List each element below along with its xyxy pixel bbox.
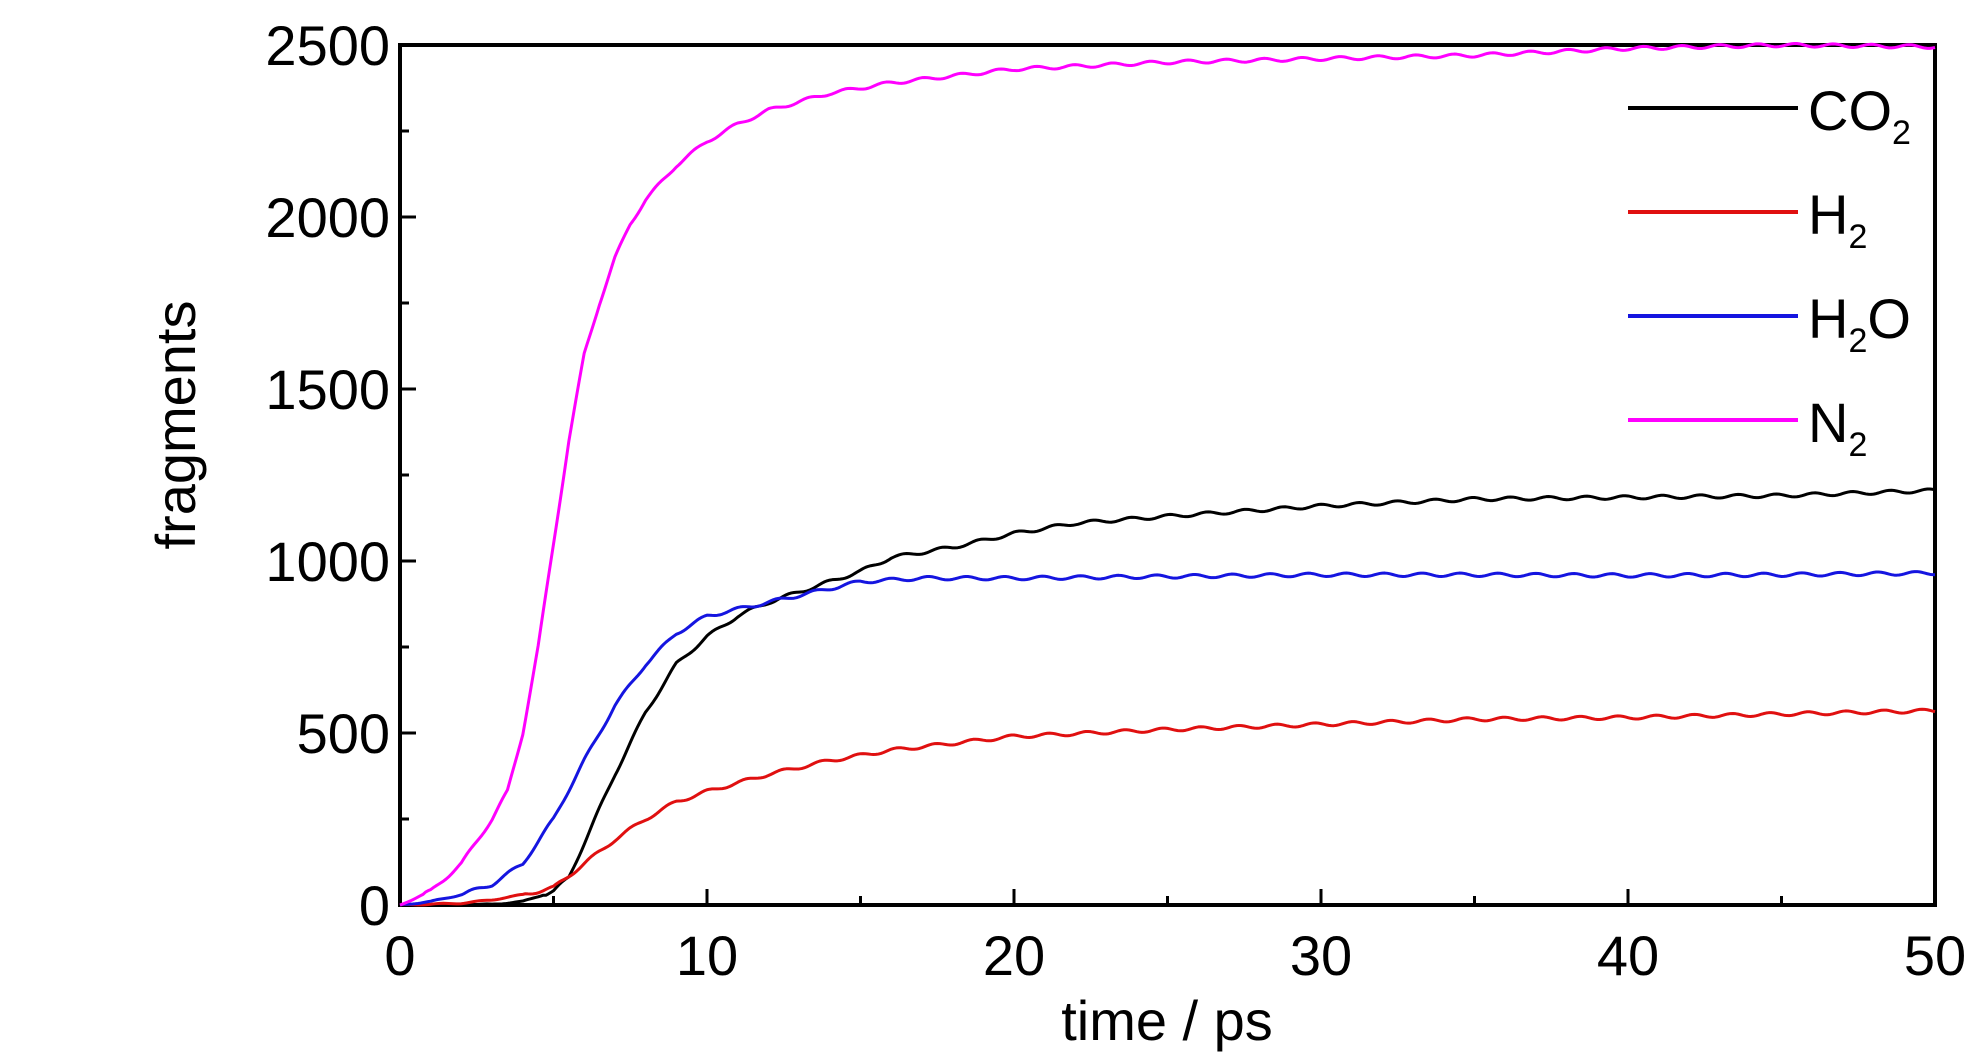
x-tick-label: 50 — [1904, 924, 1966, 987]
x-tick-label: 10 — [676, 924, 738, 987]
y-tick-label: 1500 — [265, 358, 390, 421]
legend-label-n2: N2 — [1808, 391, 1867, 464]
x-tick-label: 20 — [983, 924, 1045, 987]
x-axis-label: time / ps — [1061, 989, 1273, 1052]
y-tick-label: 500 — [297, 702, 390, 765]
y-tick-label: 2500 — [265, 14, 390, 77]
x-tick-label: 30 — [1290, 924, 1352, 987]
y-axis: 0 500 1000 1500 2000 2500 — [265, 14, 416, 937]
legend-label-h2: H2 — [1808, 183, 1867, 256]
legend-label-subscript: 2 — [1892, 114, 1911, 152]
series-layer — [399, 41, 1936, 907]
series-line-co2 — [399, 487, 1936, 907]
series-line-h2 — [399, 707, 1936, 907]
legend-label-main: H — [1808, 183, 1848, 246]
y-axis-label: fragments — [144, 301, 207, 550]
legend-label-subscript: 2 — [1848, 322, 1867, 360]
legend-label-h2o: H2O — [1808, 287, 1911, 360]
legend-label-co2: CO2 — [1808, 79, 1911, 152]
y-tick-label: 0 — [359, 874, 390, 937]
legend-label-tail: O — [1867, 287, 1911, 350]
legend-label-subscript: 2 — [1848, 426, 1867, 464]
series-line-n2 — [399, 41, 1936, 907]
plot-frame — [398, 43, 1937, 907]
x-tick-label: 40 — [1597, 924, 1659, 987]
x-axis: 0 10 20 30 40 50 — [384, 889, 1966, 987]
y-tick-label: 2000 — [265, 186, 390, 249]
legend-label-main: N — [1808, 391, 1848, 454]
legend-label-main: H — [1808, 287, 1848, 350]
y-tick-label: 1000 — [265, 530, 390, 593]
series-line-h2o — [399, 570, 1936, 907]
legend-label-subscript: 2 — [1848, 218, 1867, 256]
legend-label-main: CO — [1808, 79, 1892, 142]
x-tick-label: 0 — [384, 924, 415, 987]
